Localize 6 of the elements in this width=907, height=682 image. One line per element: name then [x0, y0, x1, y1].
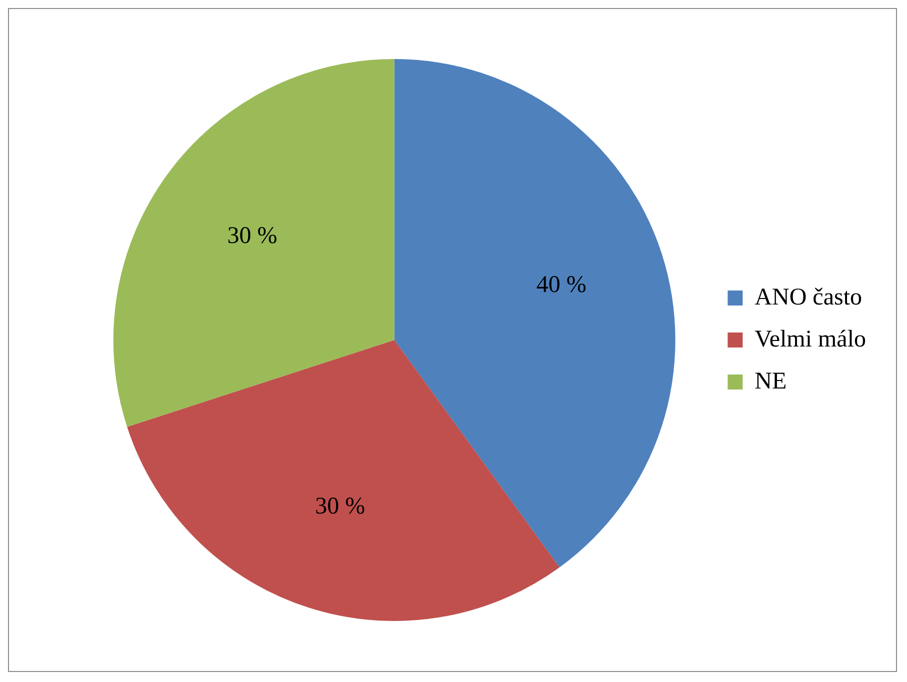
- legend-label: NE: [754, 368, 787, 394]
- data-label: 30 %: [227, 223, 278, 250]
- legend-label: ANO často: [754, 284, 862, 310]
- data-label: 30 %: [315, 493, 366, 520]
- legend-label: Velmi málo: [754, 326, 866, 352]
- data-label: 40 %: [536, 272, 586, 298]
